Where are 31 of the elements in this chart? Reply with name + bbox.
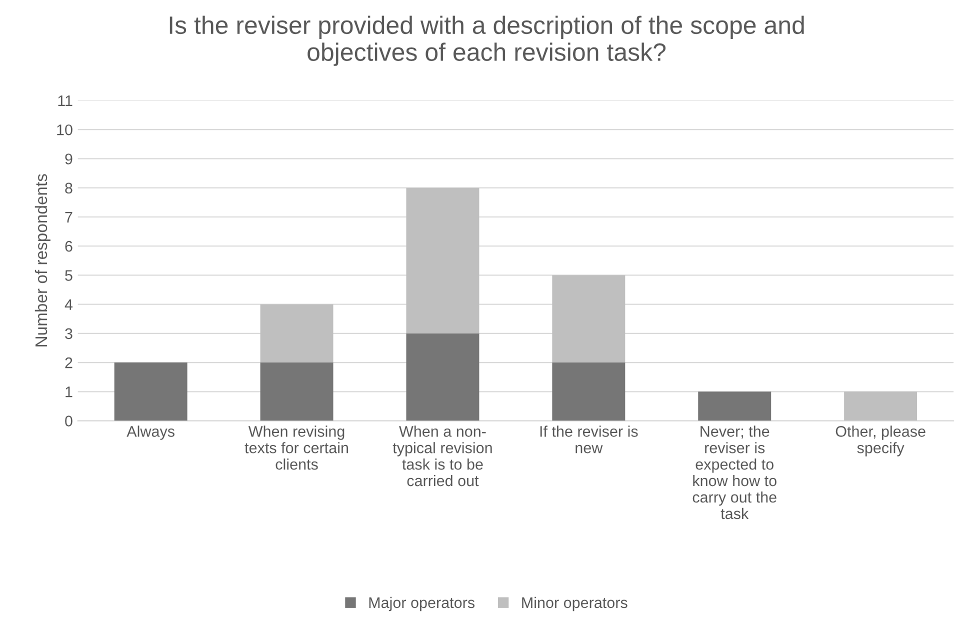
bar [552,362,626,421]
bar [406,188,480,334]
y-tick-label: 8 [65,182,72,194]
bar [260,362,334,421]
x-tick-label: When revising texts for certain clients [244,426,348,470]
bar [406,333,480,421]
bar [114,362,188,421]
y-tick-label: 1 [66,386,72,398]
bar [698,392,772,421]
y-tick-label: 6 [65,240,72,252]
y-tick-label: 2 [65,357,72,368]
x-tick-label: When a non- typical revision task is to be carried out [392,426,492,486]
bar [260,304,334,363]
y-tick-label: 7 [65,212,72,222]
x-tick-label: Always [126,426,174,440]
y-tick-label: 0 [65,416,72,426]
y-tick-label: 3 [65,328,72,340]
legend-label: Major operators [369,596,474,612]
y-tick-label: 4 [64,299,73,310]
x-tick-label: If the reviser is new [540,426,638,454]
x-tick-label: Other, please specify [836,426,926,456]
bar [552,275,626,363]
legend-label: Minor operators [522,596,628,612]
y-tick-label: 5 [65,270,72,281]
bar [844,392,918,421]
y-tick-label: 9 [65,154,72,164]
y-tick-label: 10 [57,124,72,136]
x-tick-label: Never; the reviser is expected to know how to carry out the task [692,426,776,520]
chart-title: Is the reviser provided with a description of the scope and objectives of each revision task? [170,16,804,66]
y-tick-label: 11 [58,96,72,106]
y-axis-title: Number of respondents [34,174,50,346]
